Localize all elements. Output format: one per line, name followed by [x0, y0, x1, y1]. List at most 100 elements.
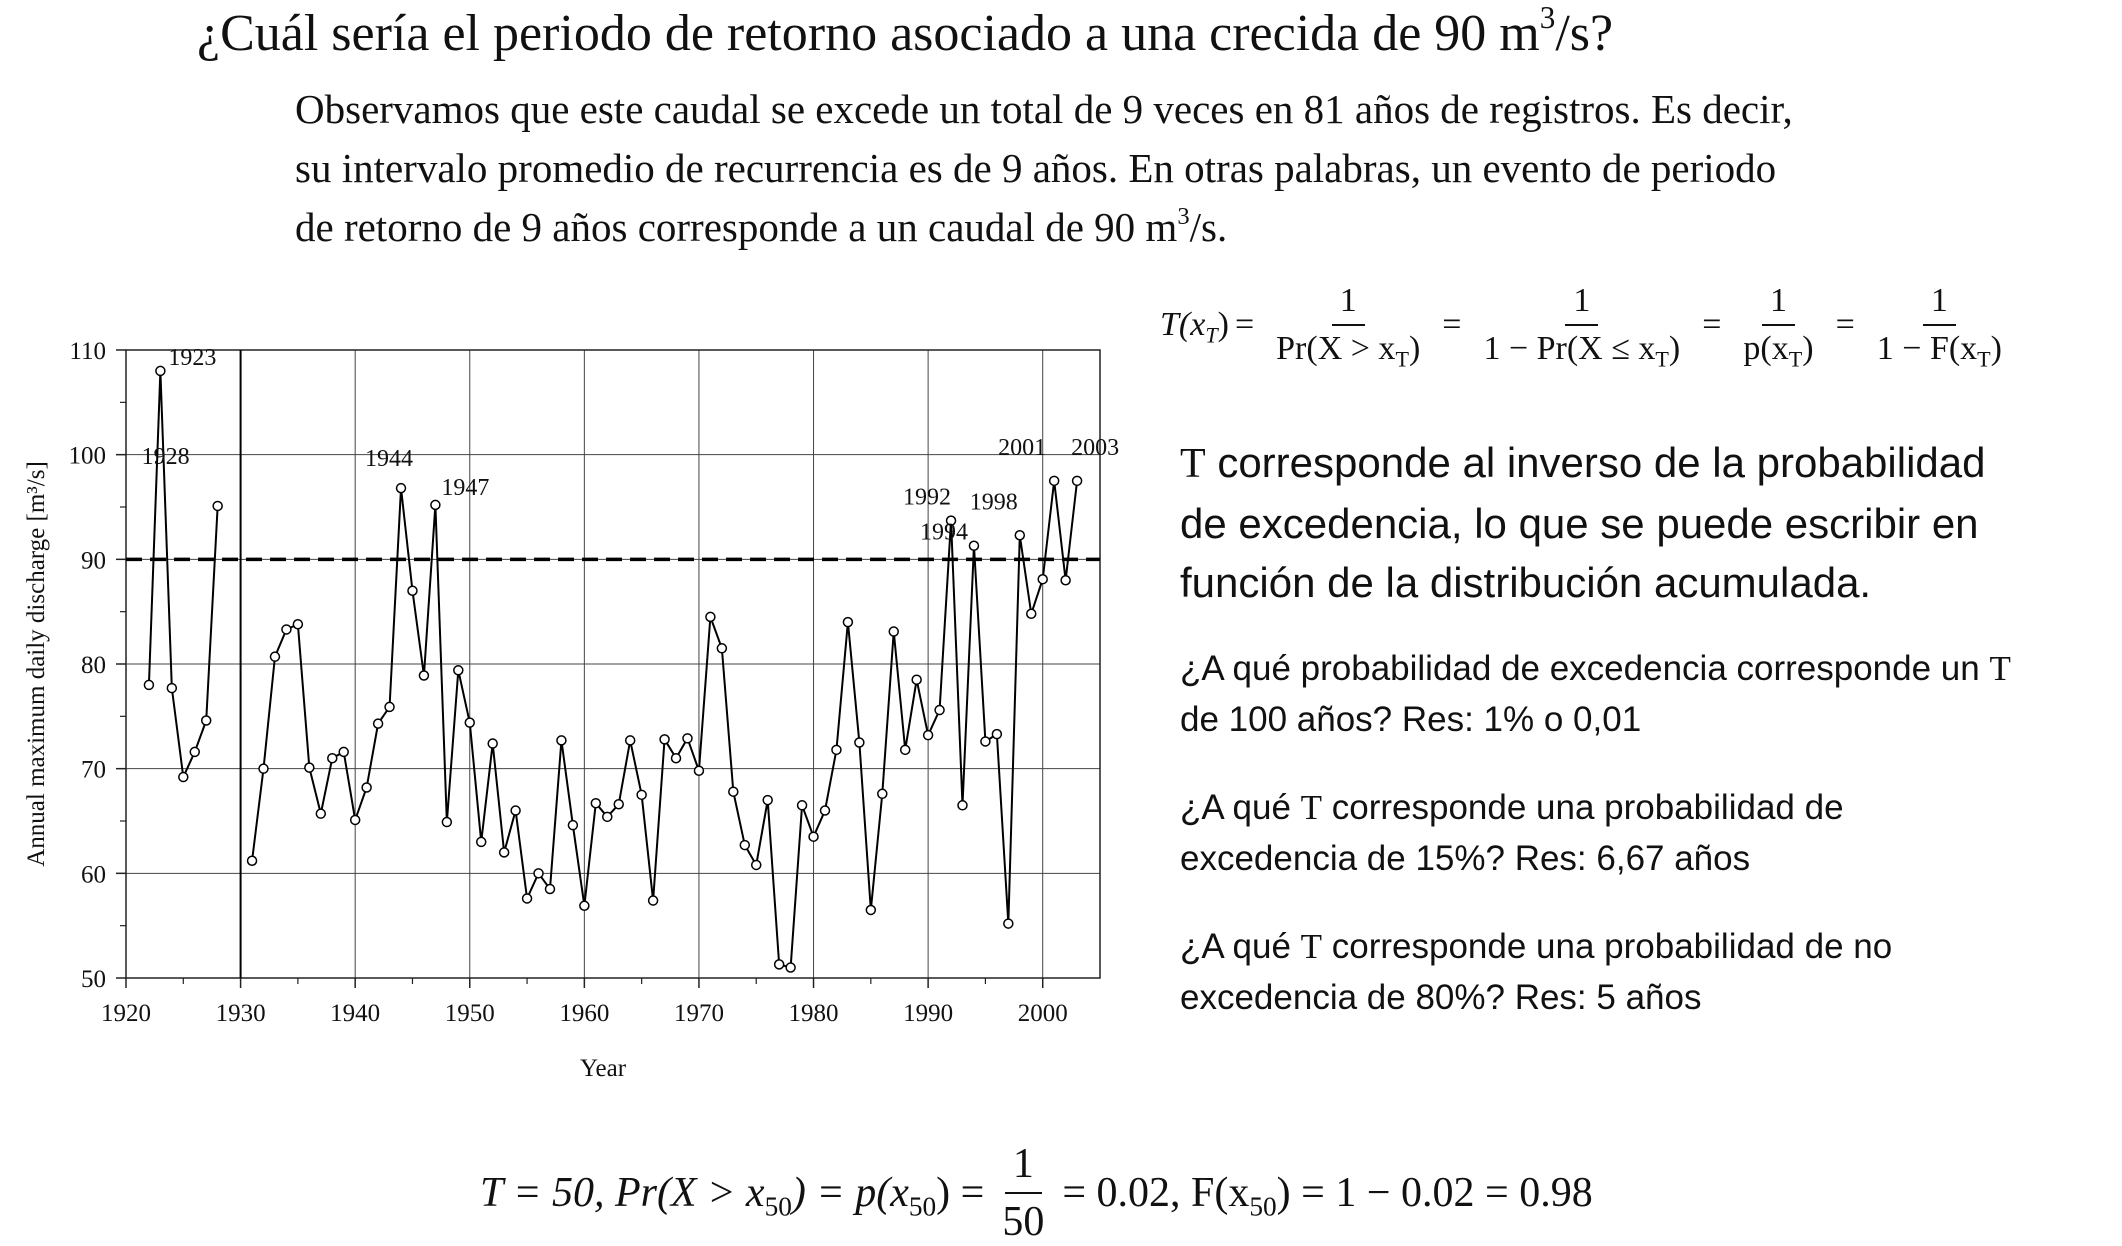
data-point [1014, 530, 1026, 541]
formula-lhs: T(xT) [1160, 306, 1229, 348]
data-point [922, 729, 934, 741]
year-annotation: 1998 [970, 489, 1018, 515]
data-point [602, 811, 613, 823]
question-3-answer: excedencia de 80%? Res: 5 años [1180, 978, 1702, 1017]
data-point [1048, 475, 1060, 487]
data-point [899, 744, 911, 756]
data-point [361, 782, 372, 793]
x-tick-label: 1960 [559, 1000, 609, 1027]
example-fraction: 1 50 [1002, 1141, 1045, 1245]
year-annotation: 1944 [365, 446, 413, 472]
intro-line-3-after: /s. [1189, 204, 1228, 250]
x-tick-label: 1950 [445, 1000, 495, 1027]
data-point [716, 643, 728, 654]
data-point [178, 771, 189, 783]
formula-eq-1: = [1234, 306, 1255, 343]
page-title: ¿Cuál sería el periodo de retorno asocia… [197, 2, 1613, 63]
data-point [659, 734, 670, 745]
data-point [739, 839, 751, 851]
x-tick-label: 1980 [789, 1000, 839, 1027]
title-sup: 3 [1539, 0, 1556, 36]
y-tick-label: 70 [81, 757, 106, 784]
explanation-line-2: de excedencia, lo que se puede escribir … [1180, 500, 1979, 547]
data-point [945, 515, 957, 526]
data-point [1025, 608, 1037, 620]
x-tick-label: 2000 [1018, 1000, 1068, 1027]
data-point [693, 765, 705, 777]
data-point [430, 499, 441, 511]
data-point [854, 737, 865, 748]
data-point [796, 800, 808, 811]
data-point [453, 665, 464, 676]
data-point [991, 728, 1003, 740]
year-annotation: 1992 [903, 485, 951, 511]
year-annotation: 2001 [998, 435, 1046, 461]
x-tick-label: 1990 [903, 1000, 953, 1027]
data-point [819, 805, 831, 816]
data-point [980, 736, 991, 747]
data-point [327, 752, 338, 764]
data-point [579, 900, 590, 912]
data-point [865, 904, 877, 916]
y-tick-label: 100 [69, 443, 107, 470]
data-point [441, 816, 453, 828]
data-point [728, 786, 739, 797]
data-point [957, 800, 968, 811]
data-point [762, 794, 773, 806]
intro-paragraph: Observamos que este caudal se excede un … [295, 80, 2055, 257]
formula-frac-3: 1 p(xT) [1743, 282, 1814, 372]
year-annotation: 1923 [168, 345, 216, 371]
data-point [155, 365, 166, 377]
formula-frac-1: 1 Pr(X > xT) [1276, 282, 1421, 372]
data-point [395, 482, 407, 494]
y-tick-label: 110 [69, 338, 106, 365]
data-point [624, 735, 636, 746]
data-point [143, 679, 155, 691]
data-point [1037, 573, 1048, 585]
data-point [269, 651, 281, 662]
intro-line-2: su intervalo promedio de recurrencia es … [295, 145, 1777, 191]
data-point [590, 797, 602, 809]
data-point [475, 836, 487, 848]
data-point [785, 962, 796, 973]
data-point [682, 733, 693, 744]
y-axis-label: Annual maximum daily discharge [m³/s] [23, 461, 50, 867]
data-point [750, 859, 762, 871]
intro-line-1: Observamos que este caudal se excede un … [295, 86, 1793, 132]
data-point [1060, 575, 1071, 586]
explanation-line-3: función de la distribución acumulada. [1180, 559, 1872, 606]
y-tick-label: 60 [81, 861, 106, 888]
data-point [647, 895, 659, 906]
data-point [1071, 475, 1083, 487]
data-point [487, 738, 498, 749]
data-point [418, 670, 430, 681]
x-axis-label: Year [580, 1055, 627, 1082]
data-point [556, 735, 567, 746]
x-tick-label: 1940 [330, 1000, 380, 1027]
data-point [877, 788, 888, 800]
data-point [1003, 918, 1014, 929]
data-point [533, 868, 544, 879]
data-point [773, 959, 785, 970]
data-point [338, 746, 349, 758]
data-point [934, 704, 945, 716]
intro-line-3-text: de retorno de 9 años corresponde a un ca… [295, 204, 1178, 250]
formula-eq-2: = [1442, 306, 1462, 343]
data-point [349, 814, 361, 826]
y-tick-label: 80 [81, 652, 106, 679]
y-tick-label: 50 [81, 966, 106, 993]
formula-eq-3: = [1702, 306, 1722, 343]
explanation-line-1: T corresponde al inverso de la probabili… [1180, 439, 1986, 487]
data-point [808, 831, 819, 842]
data-point [498, 847, 510, 858]
question-1-answer: de 100 años? Res: 1% o 0,01 [1180, 700, 1642, 739]
year-annotation: 2003 [1071, 435, 1119, 461]
data-point [166, 682, 178, 694]
data-point [372, 718, 384, 729]
data-point [842, 616, 854, 628]
data-point [968, 540, 980, 551]
formula-eq-4: = [1835, 306, 1855, 343]
